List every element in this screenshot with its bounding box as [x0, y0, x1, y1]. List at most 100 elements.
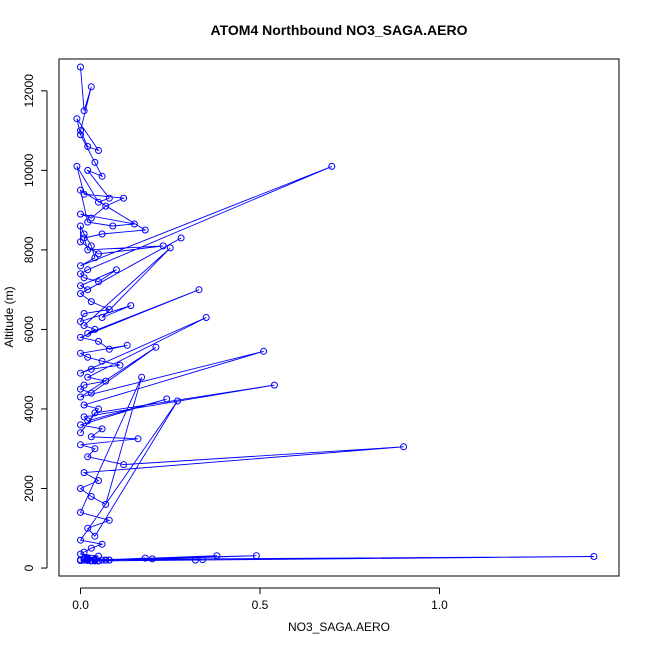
data-point	[91, 532, 99, 540]
data-point	[77, 290, 84, 298]
data-point	[174, 397, 181, 405]
data-point	[159, 242, 167, 250]
y-tick-label: 2000	[22, 475, 36, 502]
data-point	[77, 421, 84, 429]
data-point	[195, 286, 203, 294]
data-point	[191, 556, 199, 564]
data-point	[87, 298, 95, 306]
data-point	[80, 234, 88, 242]
data-point	[98, 230, 106, 238]
data-point	[80, 554, 88, 562]
data-point	[84, 453, 92, 461]
data-point	[95, 477, 102, 485]
data-point	[400, 443, 408, 451]
data-point	[87, 544, 95, 552]
data-point	[199, 556, 207, 564]
data-point	[73, 162, 81, 170]
data-point	[77, 429, 84, 437]
data-point	[87, 83, 95, 91]
data-point	[95, 337, 102, 345]
data-point	[84, 218, 92, 226]
data-point	[102, 556, 110, 564]
data-point	[105, 194, 113, 202]
y-tick-label: 4000	[22, 395, 36, 422]
data-point	[77, 508, 84, 516]
data-point	[213, 552, 221, 560]
data-point	[77, 318, 84, 325]
data-point	[95, 278, 102, 286]
data-point	[84, 524, 92, 532]
data-point	[260, 347, 268, 355]
data-point	[95, 250, 102, 258]
data-point	[202, 314, 210, 321]
data-point	[98, 172, 106, 180]
data-point	[80, 413, 88, 421]
data-point	[105, 556, 113, 564]
data-point	[77, 556, 84, 564]
data-point	[77, 369, 84, 377]
data-point	[77, 210, 84, 218]
data-point	[84, 555, 92, 563]
data-point	[148, 555, 156, 563]
data-point	[80, 469, 88, 477]
data-point	[141, 226, 149, 234]
data-point	[328, 162, 336, 170]
y-tick-label: 12000	[22, 74, 36, 108]
data-point	[120, 194, 128, 202]
data-point	[177, 234, 185, 242]
data-point	[77, 385, 84, 393]
data-point	[98, 556, 106, 564]
data-point	[84, 286, 92, 294]
data-point	[77, 393, 84, 401]
data-point	[590, 553, 598, 560]
data-point	[80, 310, 88, 317]
data-point	[77, 270, 84, 278]
data-point	[138, 373, 146, 381]
data-point	[102, 202, 110, 210]
x-tick-label: 1.0	[431, 598, 448, 612]
data-point	[80, 230, 88, 238]
data-point	[84, 329, 92, 337]
y-tick-label: 10000	[22, 153, 36, 187]
data-point	[84, 353, 92, 361]
y-tick-label: 0	[22, 564, 36, 571]
data-point	[91, 556, 99, 564]
data-point	[130, 220, 138, 228]
data-point	[98, 425, 106, 433]
data-point	[87, 493, 95, 500]
data-point	[87, 242, 95, 250]
data-point	[109, 222, 117, 230]
data-point	[127, 302, 135, 310]
data-point	[105, 516, 113, 524]
data-point	[77, 349, 84, 357]
data-point	[84, 266, 92, 274]
data-point	[87, 557, 95, 565]
data-point	[87, 365, 95, 373]
data-point	[77, 127, 84, 135]
y-tick-label: 6000	[22, 316, 36, 343]
data-point	[102, 500, 110, 508]
data-point	[80, 107, 88, 115]
data-point	[80, 322, 88, 329]
data-point	[95, 405, 102, 413]
data-point	[98, 314, 106, 321]
data-point	[270, 381, 278, 389]
series-line	[76, 66, 594, 562]
series-layer	[73, 63, 598, 565]
x-axis-label: NO3_SAGA.AERO	[288, 620, 390, 634]
data-point	[98, 540, 106, 548]
data-point	[77, 186, 84, 194]
data-point	[77, 536, 84, 544]
data-point	[87, 214, 95, 222]
y-axis-label: Altitude (m)	[2, 286, 16, 347]
data-point	[80, 381, 88, 389]
y-tick-label: 8000	[22, 236, 36, 263]
data-point	[166, 244, 174, 252]
data-point	[80, 401, 88, 409]
data-point	[91, 325, 99, 333]
data-point	[98, 357, 106, 365]
x-axis: 0.0 0.5 1.0	[72, 587, 448, 612]
data-point	[77, 282, 84, 290]
